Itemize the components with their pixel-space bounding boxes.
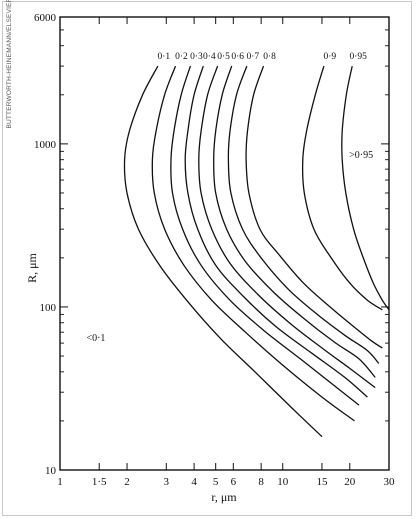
curve-label: 0·6 [231, 52, 244, 62]
x-tick-label: 2 [124, 476, 130, 488]
x-tick-label: 3 [164, 476, 170, 488]
curve-label: 0·7 [247, 52, 260, 62]
curve-label: 0·2 [175, 52, 188, 62]
x-tick-label: 1 [57, 476, 63, 488]
tick-labels: 1 1·5 2 3 4 5 6 8 10 15 20 30 10 100 1000 6000 [34, 12, 395, 488]
annotation-low: <0·1 [86, 333, 105, 344]
curves [123, 65, 390, 438]
y-tick-label: 6000 [34, 12, 57, 24]
curve-label: 0·5 [217, 52, 230, 62]
y-axis-label: R, μm [25, 252, 39, 282]
curve-labels: 0·1 0·2 0·3 0·4 0·5 0·6 0·7 0·8 0·9 0·95 [158, 52, 368, 62]
plot-area-border [59, 16, 390, 471]
curve-9 [301, 65, 383, 311]
curve-8 [245, 65, 383, 349]
x-tick-label: 6 [231, 476, 237, 488]
x-tick-label: 4 [191, 476, 197, 488]
curve-4 [184, 65, 368, 398]
tick-marks [59, 16, 390, 471]
y-tick-label: 10 [45, 465, 57, 477]
curve-label: 0·95 [349, 52, 367, 62]
x-axis-label: r, μm [211, 490, 237, 504]
x-tick-label: 5 [213, 476, 219, 488]
y-tick-label: 100 [40, 302, 57, 314]
curve-label: 0·4 [203, 52, 216, 62]
curve-label: 0·9 [324, 52, 337, 62]
curve-label: 0·1 [158, 52, 171, 62]
x-tick-label: 1·5 [92, 476, 107, 488]
curve-1 [123, 65, 323, 438]
x-tick-label: 10 [277, 476, 289, 488]
curve-6 [213, 65, 376, 378]
curve-label: 0·3 [190, 52, 203, 62]
x-tick-label: 20 [344, 476, 356, 488]
x-tick-label: 15 [316, 476, 328, 488]
curve-2 [151, 65, 355, 422]
figure-frame: BUTTERWORTH-HEINEMANN/ELSEVIER [2, 0, 412, 516]
y-tick-label: 1000 [34, 139, 57, 151]
x-tick-label: 30 [384, 476, 396, 488]
x-tick-label: 8 [258, 476, 264, 488]
curve-3 [170, 65, 360, 406]
annotation-high: >0·95 [349, 150, 373, 161]
curve-10 [341, 65, 390, 311]
curve-label: 0·8 [263, 52, 276, 62]
curve-7 [227, 65, 380, 364]
curve-5 [198, 65, 376, 389]
